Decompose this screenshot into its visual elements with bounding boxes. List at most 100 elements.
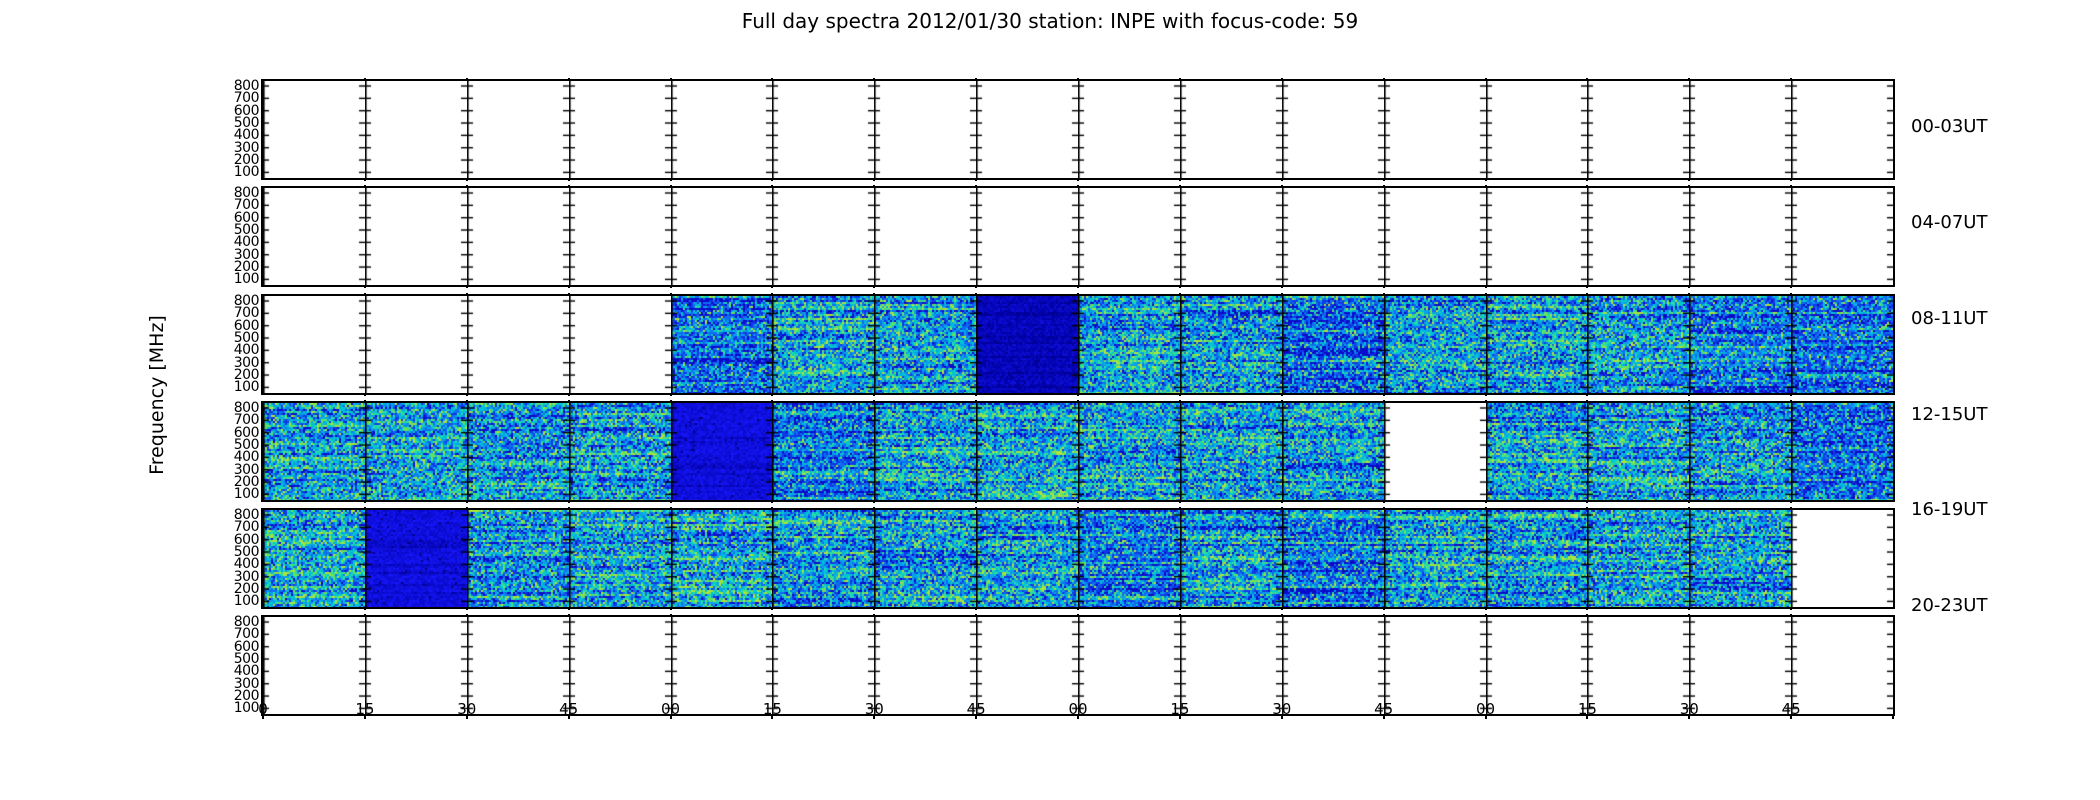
segment-boundary-tick — [465, 393, 468, 396]
segment-boundary-tick — [1484, 500, 1487, 503]
spectrogram-segment — [569, 296, 671, 393]
spectrogram-segment — [1282, 296, 1384, 393]
spectrogram-segment — [365, 403, 467, 500]
segment-boundary-tick — [1790, 607, 1793, 610]
segment-boundary-tick — [975, 393, 978, 396]
segment-boundary-tick — [1586, 393, 1589, 396]
row-label: 08-11UT — [1911, 308, 1988, 329]
segment-boundary-tick — [873, 614, 876, 617]
spectrogram-segment — [1180, 81, 1282, 178]
segment-boundary-tick — [771, 607, 774, 610]
y-axis-title: Frequency [MHz] — [146, 315, 168, 475]
y-tick-label: 200 — [233, 581, 260, 598]
segment-boundary-tick — [465, 400, 468, 403]
y-tick-label: 300 — [233, 461, 260, 478]
spectrogram-segment — [671, 403, 772, 500]
spectrogram-segment — [976, 510, 1078, 607]
x-tick-label: 30 — [457, 700, 477, 718]
segment-boundary-tick — [771, 293, 774, 296]
segment-boundary-tick — [1484, 178, 1487, 181]
spectrogram-segment — [772, 510, 874, 607]
segment-boundary-tick — [1586, 507, 1589, 510]
spectrogram-segment — [1689, 296, 1791, 393]
y-tick-label: 800 — [233, 507, 260, 523]
segment-boundary-tick — [1586, 614, 1589, 617]
spectrogram-segment — [874, 296, 976, 393]
segment-boundary-tick — [1484, 507, 1487, 510]
spectrogram-segment — [1587, 403, 1689, 500]
y-tick-label: 400 — [233, 234, 260, 251]
segment-boundary-tick — [1178, 614, 1181, 617]
segment-boundary-tick — [669, 507, 672, 510]
segment-boundary-tick — [873, 500, 876, 503]
spectrogram-segment — [1384, 510, 1486, 607]
y-tick-label: 500 — [233, 437, 260, 454]
y-tick-label: 500 — [233, 222, 260, 239]
segment-boundary-tick — [567, 507, 570, 510]
segment-boundary-tick — [363, 178, 366, 181]
spectrogram-segment — [1180, 188, 1282, 285]
spectrogram-segment — [1587, 81, 1689, 178]
segment-boundary-tick — [669, 293, 672, 296]
segment-boundary-tick — [1382, 393, 1385, 396]
segment-boundary-tick — [1077, 78, 1079, 81]
spectrogram-segment — [1587, 188, 1689, 285]
segment-boundary-tick — [1178, 607, 1181, 610]
spectrogram-segment — [467, 188, 569, 285]
x-axis-tick — [975, 714, 978, 719]
segment-boundary-tick — [1077, 500, 1079, 503]
y-tick-label: 800 — [233, 400, 260, 416]
segment-boundary-tick — [669, 185, 672, 188]
x-tick-label: 00 — [1475, 700, 1496, 718]
segment-boundary-tick — [465, 285, 468, 288]
spectrogram-segment — [1078, 296, 1180, 393]
spectrogram-segment — [263, 510, 365, 607]
spectrogram-segment — [671, 81, 772, 178]
segment-boundary-tick — [1484, 293, 1487, 296]
spectrogram-segment — [467, 296, 569, 393]
spectrogram-segment — [263, 188, 365, 285]
spectrogram-segment — [772, 81, 874, 178]
row-label: 20-23UT — [1911, 595, 1988, 616]
spectrogram-segment — [976, 81, 1078, 178]
segment-boundary-tick — [363, 614, 366, 617]
segment-boundary-tick — [873, 607, 876, 610]
segment-boundary-tick — [1280, 185, 1283, 188]
y-tick-label: 100 — [233, 486, 260, 503]
y-tick-label: 300 — [233, 354, 260, 371]
y-tick-label: 200 — [233, 152, 260, 169]
y-tick-label: 400 — [233, 449, 260, 466]
x-tick-label: 30 — [864, 700, 884, 718]
segment-boundary-tick — [1077, 178, 1079, 181]
segment-boundary-tick — [1688, 614, 1691, 617]
x-tick-label: 0 — [258, 700, 268, 718]
segment-boundary-tick — [1077, 185, 1079, 188]
segment-boundary-tick — [363, 607, 366, 610]
spectrogram-segment — [671, 617, 772, 714]
segment-boundary-tick — [1280, 614, 1283, 617]
x-axis-tick — [1280, 714, 1283, 719]
x-tick-label: 15 — [762, 700, 782, 718]
y-tick-label: 500 — [233, 330, 260, 347]
segment-boundary-tick — [669, 285, 672, 288]
spectrogram-segment — [1282, 403, 1384, 500]
spectrogram-segment — [1791, 296, 1893, 393]
segment-boundary-tick — [975, 293, 978, 296]
spectrogram-segment — [569, 617, 671, 714]
segment-boundary-tick — [1280, 507, 1283, 510]
segment-boundary-tick — [363, 507, 366, 510]
segment-boundary-tick — [1280, 400, 1283, 403]
spectrogram-segment — [976, 403, 1078, 500]
spectrogram-segment — [1587, 617, 1689, 714]
segment-boundary-tick — [669, 393, 672, 396]
segment-boundary-tick — [1688, 607, 1691, 610]
spectrogram-segment — [874, 188, 976, 285]
spectrogram-segment — [772, 296, 874, 393]
y-tick-label: 800 — [233, 185, 260, 201]
segment-boundary-tick — [1178, 400, 1181, 403]
y-tick-label: 600 — [233, 317, 260, 334]
segment-boundary-tick — [1790, 500, 1793, 503]
y-tick-label: 600 — [233, 638, 260, 655]
segment-boundary-tick — [1484, 185, 1487, 188]
